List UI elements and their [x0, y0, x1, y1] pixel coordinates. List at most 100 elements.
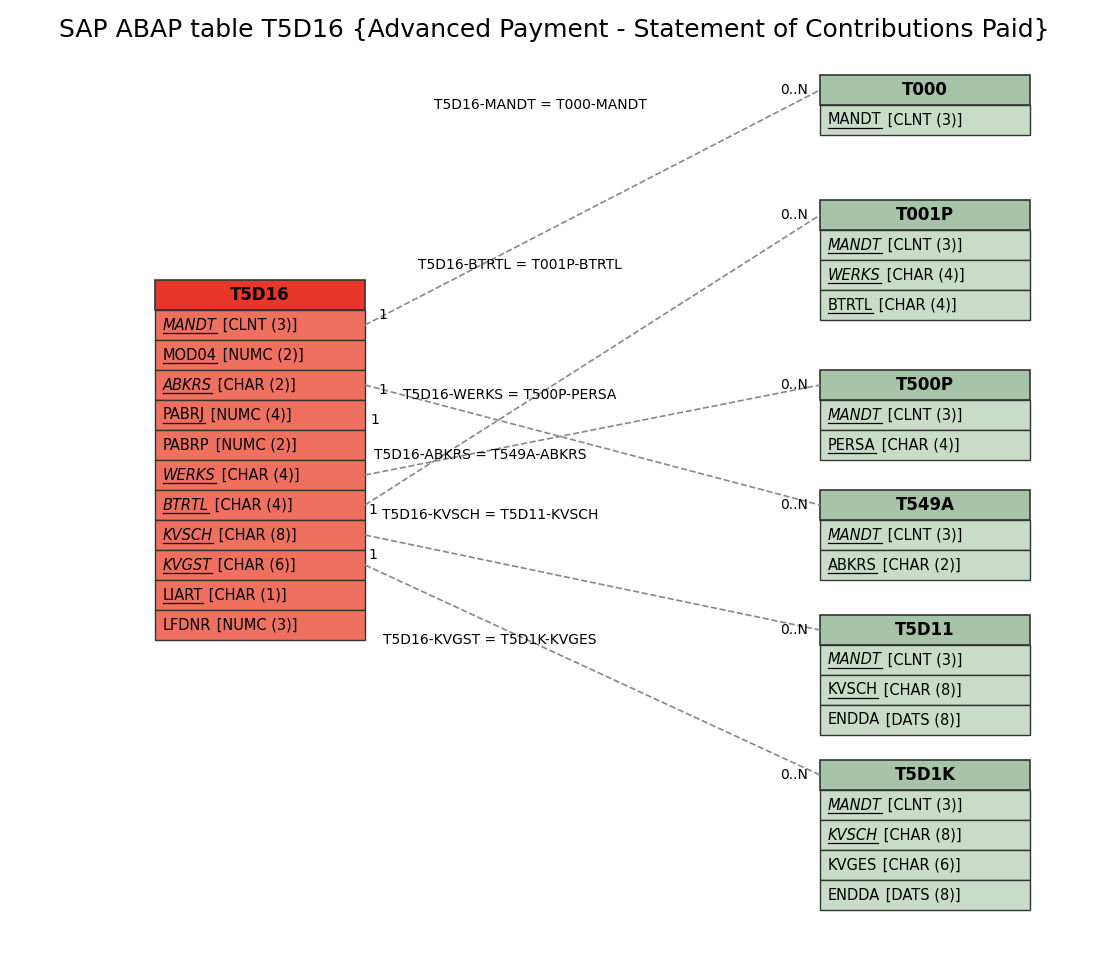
Text: [CHAR (1)]: [CHAR (1)] — [204, 587, 287, 603]
Bar — [820, 520, 1030, 550]
Text: 1: 1 — [370, 413, 379, 427]
Bar — [820, 705, 1030, 735]
Bar — [155, 310, 365, 340]
Bar — [820, 850, 1030, 880]
Text: [DATS (8)]: [DATS (8)] — [881, 712, 961, 727]
Text: T5D1K: T5D1K — [894, 766, 955, 784]
Bar — [155, 580, 365, 610]
Text: [CHAR (4)]: [CHAR (4)] — [874, 298, 956, 312]
Text: WERKS: WERKS — [163, 467, 216, 482]
Text: [CHAR (2)]: [CHAR (2)] — [878, 557, 961, 573]
Bar — [820, 675, 1030, 705]
Text: MANDT: MANDT — [828, 798, 882, 812]
Text: MANDT: MANDT — [828, 528, 882, 543]
Text: T500P: T500P — [896, 376, 954, 394]
Text: KVGES: KVGES — [828, 857, 878, 873]
Bar — [820, 760, 1030, 790]
Text: MANDT: MANDT — [828, 653, 882, 668]
Bar — [820, 880, 1030, 910]
Bar — [155, 490, 365, 520]
Text: KVSCH: KVSCH — [828, 682, 878, 698]
Bar — [820, 230, 1030, 260]
Text: MANDT: MANDT — [828, 112, 882, 128]
Text: T5D16-KVGST = T5D1K-KVGES: T5D16-KVGST = T5D1K-KVGES — [383, 633, 597, 647]
Text: [CHAR (8)]: [CHAR (8)] — [214, 528, 297, 543]
Text: 1: 1 — [378, 308, 387, 322]
Text: [CLNT (3)]: [CLNT (3)] — [883, 528, 962, 543]
Text: 1: 1 — [378, 383, 387, 397]
Text: T5D16-MANDT = T000-MANDT: T5D16-MANDT = T000-MANDT — [433, 98, 646, 112]
Text: 0..N: 0..N — [780, 768, 808, 782]
Bar — [155, 400, 365, 430]
Text: BTRTL: BTRTL — [828, 298, 873, 312]
Text: [CHAR (4)]: [CHAR (4)] — [211, 498, 293, 512]
Text: [CHAR (2)]: [CHAR (2)] — [213, 378, 296, 392]
Bar — [820, 430, 1030, 460]
Text: PABRJ: PABRJ — [163, 407, 205, 423]
Text: MANDT: MANDT — [163, 317, 217, 333]
Bar — [155, 280, 365, 310]
Text: MOD04: MOD04 — [163, 348, 217, 362]
Text: MANDT: MANDT — [828, 407, 882, 423]
Text: [NUMC (3)]: [NUMC (3)] — [213, 618, 298, 632]
Text: [CLNT (3)]: [CLNT (3)] — [883, 407, 962, 423]
Text: KVGST: KVGST — [163, 557, 212, 573]
Bar — [820, 75, 1030, 105]
Bar — [820, 290, 1030, 320]
Text: 0..N: 0..N — [780, 623, 808, 637]
Text: T5D11: T5D11 — [895, 621, 955, 639]
Text: T5D16: T5D16 — [230, 286, 290, 304]
Text: 1: 1 — [368, 503, 377, 517]
Text: 0..N: 0..N — [780, 498, 808, 512]
Bar — [820, 550, 1030, 580]
Text: 0..N: 0..N — [780, 378, 808, 392]
Text: BTRTL: BTRTL — [163, 498, 209, 512]
Text: T549A: T549A — [895, 496, 954, 514]
Bar — [820, 105, 1030, 135]
Bar — [820, 615, 1030, 645]
Text: T5D16-BTRTL = T001P-BTRTL: T5D16-BTRTL = T001P-BTRTL — [418, 258, 622, 272]
Text: [CLNT (3)]: [CLNT (3)] — [883, 798, 962, 812]
Bar — [155, 610, 365, 640]
Text: ABKRS: ABKRS — [828, 557, 876, 573]
Text: 1: 1 — [368, 548, 377, 562]
Text: [NUMC (4)]: [NUMC (4)] — [206, 407, 291, 423]
Bar — [820, 370, 1030, 400]
Text: WERKS: WERKS — [828, 267, 881, 283]
Text: [NUMC (2)]: [NUMC (2)] — [218, 348, 304, 362]
Bar — [155, 340, 365, 370]
Text: SAP ABAP table T5D16 {Advanced Payment - Statement of Contributions Paid}: SAP ABAP table T5D16 {Advanced Payment -… — [59, 18, 1049, 42]
Text: KVSCH: KVSCH — [828, 827, 879, 843]
Text: T5D16-KVSCH = T5D11-KVSCH: T5D16-KVSCH = T5D11-KVSCH — [382, 508, 598, 522]
Bar — [155, 460, 365, 490]
Bar — [820, 200, 1030, 230]
Text: [CLNT (3)]: [CLNT (3)] — [883, 112, 962, 128]
Text: 0..N: 0..N — [780, 208, 808, 222]
Text: [CHAR (8)]: [CHAR (8)] — [879, 682, 962, 698]
Bar — [820, 790, 1030, 820]
Text: [CLNT (3)]: [CLNT (3)] — [218, 317, 297, 333]
Text: ABKRS: ABKRS — [163, 378, 212, 392]
Text: MANDT: MANDT — [828, 237, 882, 253]
Text: LFDNR: LFDNR — [163, 618, 212, 632]
Text: T5D16-ABKRS = T549A-ABKRS: T5D16-ABKRS = T549A-ABKRS — [373, 448, 586, 462]
Text: [CHAR (6)]: [CHAR (6)] — [213, 557, 296, 573]
Text: T5D16-WERKS = T500P-PERSA: T5D16-WERKS = T500P-PERSA — [403, 388, 617, 402]
Bar — [155, 520, 365, 550]
Bar — [155, 550, 365, 580]
Text: [CLNT (3)]: [CLNT (3)] — [883, 653, 962, 668]
Bar — [820, 400, 1030, 430]
Text: 0..N: 0..N — [780, 83, 808, 97]
Text: KVSCH: KVSCH — [163, 528, 213, 543]
Text: LIART: LIART — [163, 587, 203, 603]
Bar — [820, 645, 1030, 675]
Bar — [820, 260, 1030, 290]
Bar — [820, 490, 1030, 520]
Bar — [155, 370, 365, 400]
Text: [NUMC (2)]: [NUMC (2)] — [211, 437, 296, 453]
Text: [CHAR (8)]: [CHAR (8)] — [879, 827, 962, 843]
Text: [CHAR (4)]: [CHAR (4)] — [882, 267, 964, 283]
Text: T000: T000 — [902, 81, 948, 99]
Text: [CHAR (4)]: [CHAR (4)] — [217, 467, 299, 482]
Text: T001P: T001P — [896, 206, 954, 224]
